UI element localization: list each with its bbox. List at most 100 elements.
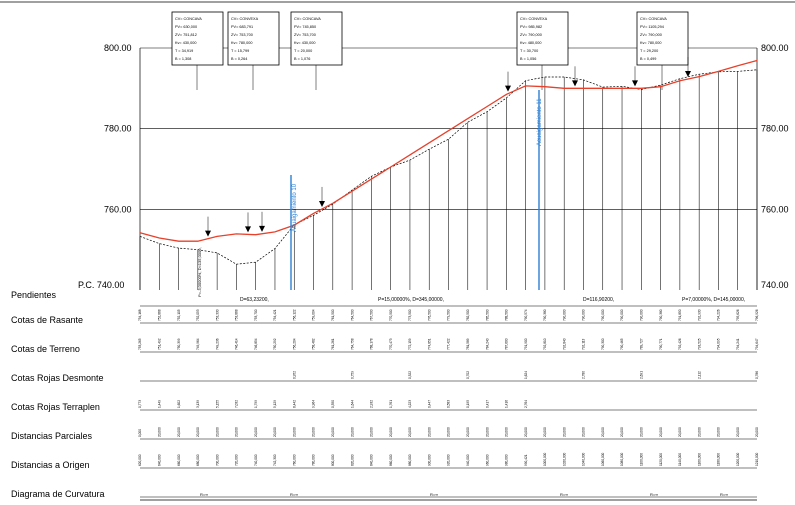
desmonte-cell: 0,702 [466, 371, 470, 379]
table-cells: 754,168 752,868 752,105 752,053 753,330 753,8… [138, 309, 759, 466]
slope-label-4: P=7,00000%, D=145,00000, [682, 297, 745, 303]
rasante-cell: 790,000 [601, 309, 605, 321]
parcial-cell: 20,000 [350, 427, 354, 437]
terraplen-cell: 0,350 [331, 400, 335, 408]
vc-pv: PV= 745,850 [294, 25, 316, 29]
rasante-cell: 752,105 [177, 309, 181, 321]
terreno-cell: 761,261 [331, 338, 335, 350]
origen-cell: 1120,000 [659, 453, 663, 466]
vc-zv: ZV= 753,700 [294, 33, 316, 37]
vertical-curve-box: CV= CONCAVA PV= 630,000 ZV= 751,812 Kv= 430… [171, 11, 224, 90]
parcial-cell: 20,000 [485, 427, 489, 437]
rasante-cell: 767,500 [370, 309, 374, 321]
vertical-curve-box: CV= CONVEXA PV= 985,982 ZV= 790,000 Kv= 480… [516, 11, 569, 90]
vc-pv: PV= 683,791 [231, 25, 253, 29]
curvature-label: R=∞ [560, 492, 568, 497]
parcial-cell: 20,000 [640, 427, 644, 437]
vc-box-frame [636, 11, 689, 66]
vc-pv: PV= 985,982 [520, 25, 542, 29]
rasante-cell: 790,000 [620, 309, 624, 321]
vc-zv: ZV= 790,000 [520, 33, 542, 37]
parcial-cell: 20,000 [601, 427, 605, 437]
desmonte-cell: 2,691 [640, 371, 644, 379]
elevation-label-left: 760.00 [104, 204, 132, 214]
vc-kv: Kv= 430,000 [175, 41, 196, 45]
origen-cell: 1080,000 [620, 452, 624, 466]
vc-zv: ZV= 753,700 [231, 33, 253, 37]
rasante-cell: 761,500 [331, 309, 335, 321]
slopes-row: D=63,23200, P=15,00000%, D=345,00000, D=… [197, 247, 745, 303]
marker-arrow-icon [245, 226, 251, 233]
terreno-cell: 792,840 [562, 338, 566, 350]
rasante-cell: 794,226 [717, 309, 721, 321]
slope-label-3: D=116,90200, [583, 297, 614, 303]
terreno-cell: 750,399 [177, 338, 181, 350]
row-label: Distancias Parciales [11, 431, 93, 441]
parcial-cell: 20,000 [331, 427, 335, 437]
vc-b: B = 1,308 [175, 57, 191, 61]
parcial-cell: 20,000 [582, 427, 586, 437]
origen-cell: 920,000 [447, 454, 451, 466]
terreno-cell: 790,300 [601, 338, 605, 350]
parcial-cell: 20,000 [312, 427, 316, 437]
terreno-cell: 750,292 [273, 338, 277, 350]
origen-cell: 740,000 [254, 454, 258, 466]
rasante-cell: 752,053 [196, 309, 200, 321]
parcial-cell: 20,000 [370, 427, 374, 437]
elevation-label-right: 780.00 [761, 124, 789, 134]
vertical-curve-boxes: CV= CONCAVA PV= 630,000 ZV= 751,812 Kv= 430… [171, 11, 689, 90]
parcial-cell: 20,000 [736, 427, 740, 437]
parcial-cell: 20,000 [659, 427, 663, 437]
terreno-cell: 746,414 [235, 338, 239, 350]
elevation-label-right: 740.00 [761, 280, 789, 290]
origen-cell: 780,000 [312, 454, 316, 466]
origen-cell: 960,000 [485, 454, 489, 466]
vc-kv: Kv= 780,000 [231, 41, 252, 45]
terraplen-cell: 0,583 [447, 400, 451, 408]
parcial-cell: 20,000 [717, 427, 721, 437]
terraplen-cell: 2,764 [524, 400, 528, 408]
origen-cell: 1020,000 [562, 452, 566, 466]
vc-kv: Kv= 430,000 [294, 41, 315, 45]
origen-cell: 720,000 [235, 454, 239, 466]
terreno-cell: 777,422 [447, 338, 451, 350]
elevation-labels: 800.00 800.00 780.00 780.00 760.00 760.00 740.… [104, 43, 789, 290]
parcial-cell: 20,000 [524, 427, 528, 437]
origen-cell: 1160,000 [697, 453, 701, 466]
terraplen-cell: 1,799 [254, 400, 258, 408]
vc-pv: PV= 1105,294 [640, 25, 664, 29]
origen-cell: 1100,000 [640, 453, 644, 466]
marker-arrow-icon [685, 70, 691, 77]
vc-b: B = 1,056 [520, 57, 536, 61]
vc-b: B = 0,499 [640, 57, 656, 61]
terreno-cell: 770,473 [389, 338, 393, 350]
rasante-cell: 779,500 [447, 309, 451, 321]
curvature-label: R=∞ [430, 492, 438, 497]
rasante-cell: 756,122 [292, 309, 296, 321]
vc-type: CV= CONVEXA [520, 17, 548, 21]
terraplen-cell: 0,417 [485, 400, 489, 408]
rasante-cell: 788,500 [505, 309, 509, 321]
terreno-cell: 749,236 [215, 338, 219, 350]
terreno-cell: 784,240 [485, 338, 489, 350]
terraplen-cell: 4,223 [408, 400, 412, 408]
rasante-cell: 754,168 [138, 309, 142, 321]
rasante-cell: 773,500 [408, 309, 412, 321]
rasante-cell: 753,868 [235, 309, 239, 321]
terreno-cell: 756,204 [292, 338, 296, 350]
parcial-cell: 20,000 [755, 427, 759, 437]
grade-line-rasante [139, 59, 758, 242]
terraplen-cell: 7,032 [235, 400, 239, 408]
rasante-cell: 759,004 [312, 309, 316, 321]
elevation-label-left: 780.00 [104, 124, 132, 134]
aux-label-11: Acuaigamiento 11 [537, 98, 543, 146]
terreno-cell: 753,265 [138, 338, 142, 350]
slope-label-0: P=-3,00000%, D=135,0000, [197, 247, 202, 297]
row-label: Pendientes [11, 290, 57, 300]
terreno-cell: 772,159 [408, 338, 412, 350]
terraplen-cell: 5,129 [273, 400, 277, 408]
parcial-cell: 20,000 [678, 427, 682, 437]
vc-type: CV= CONCAVA [294, 17, 321, 21]
origen-cell: 860,000 [389, 454, 393, 466]
terraplen-cell: 1,644 [350, 400, 354, 408]
